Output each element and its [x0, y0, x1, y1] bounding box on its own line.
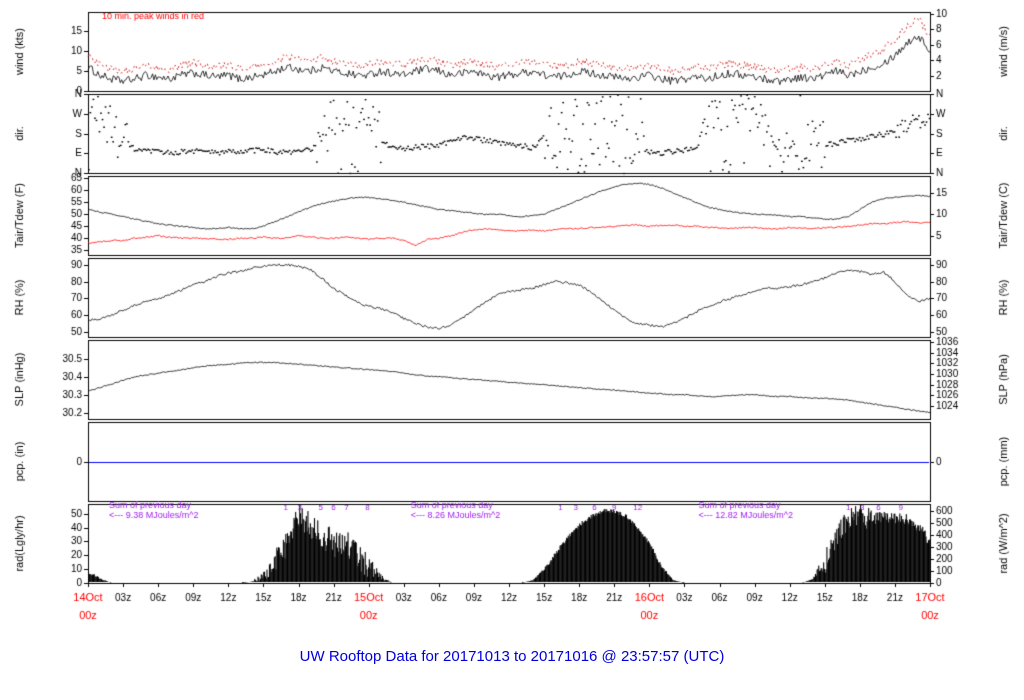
- figure-title: UW Rooftop Data for 20171013 to 20171016…: [299, 648, 725, 665]
- weather-multipanel-canvas: [0, 0, 1024, 640]
